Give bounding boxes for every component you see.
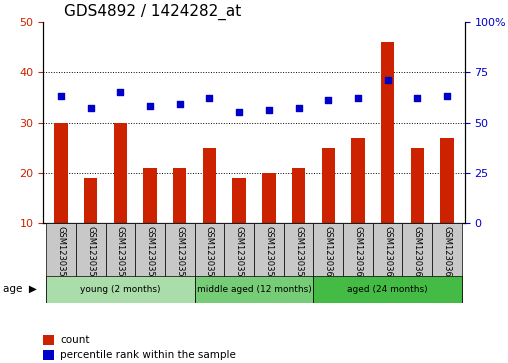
Bar xyxy=(440,138,454,223)
Text: GSM1230355: GSM1230355 xyxy=(175,227,184,282)
Text: GSM1230354: GSM1230354 xyxy=(146,227,154,282)
Text: GSM1230357: GSM1230357 xyxy=(235,227,244,282)
Bar xyxy=(254,223,283,303)
Text: GSM1230364: GSM1230364 xyxy=(442,227,452,282)
Text: aged (24 months): aged (24 months) xyxy=(347,285,428,294)
Bar xyxy=(106,223,135,303)
Text: GSM1230359: GSM1230359 xyxy=(294,227,303,282)
Bar xyxy=(165,223,195,303)
Bar xyxy=(135,223,165,303)
Text: GSM1230363: GSM1230363 xyxy=(413,227,422,283)
Bar xyxy=(54,122,68,223)
Bar xyxy=(381,42,394,223)
Bar xyxy=(195,223,225,303)
Text: young (2 months): young (2 months) xyxy=(80,285,161,294)
Bar xyxy=(143,168,157,223)
Text: GSM1230352: GSM1230352 xyxy=(86,227,95,282)
Point xyxy=(235,110,243,115)
Text: GSM1230351: GSM1230351 xyxy=(56,227,66,282)
Bar xyxy=(203,148,216,223)
Text: GSM1230353: GSM1230353 xyxy=(116,227,125,282)
Bar xyxy=(43,335,54,345)
Point xyxy=(176,102,184,107)
Point xyxy=(87,106,95,111)
Point xyxy=(146,103,154,109)
Bar xyxy=(43,350,54,360)
Bar xyxy=(233,178,246,223)
Text: middle aged (12 months): middle aged (12 months) xyxy=(197,285,311,294)
Point xyxy=(384,77,392,83)
Point xyxy=(295,106,303,111)
Bar xyxy=(322,148,335,223)
Bar xyxy=(84,178,98,223)
Text: count: count xyxy=(60,335,89,345)
Bar xyxy=(343,223,373,303)
Text: GSM1230361: GSM1230361 xyxy=(354,227,362,282)
Point xyxy=(443,93,451,99)
Text: GSM1230360: GSM1230360 xyxy=(324,227,333,282)
Bar xyxy=(351,138,365,223)
Point xyxy=(57,93,65,99)
Bar xyxy=(410,148,424,223)
Point xyxy=(116,89,124,95)
Bar xyxy=(225,223,254,303)
Point xyxy=(413,95,421,101)
Bar xyxy=(262,173,275,223)
Point xyxy=(265,107,273,113)
Bar xyxy=(46,276,195,303)
Text: GSM1230358: GSM1230358 xyxy=(264,227,273,282)
Bar xyxy=(114,122,127,223)
Bar xyxy=(46,223,76,303)
Point xyxy=(324,97,332,103)
Text: GSM1230362: GSM1230362 xyxy=(383,227,392,282)
Bar xyxy=(292,168,305,223)
Point xyxy=(354,95,362,101)
Bar xyxy=(173,168,186,223)
Bar xyxy=(402,223,432,303)
Bar xyxy=(283,223,313,303)
Text: GDS4892 / 1424282_at: GDS4892 / 1424282_at xyxy=(64,4,241,20)
Text: percentile rank within the sample: percentile rank within the sample xyxy=(60,350,236,360)
Bar xyxy=(76,223,106,303)
Text: age  ▶: age ▶ xyxy=(3,285,37,294)
Text: GSM1230356: GSM1230356 xyxy=(205,227,214,282)
Bar xyxy=(313,223,343,303)
Bar xyxy=(373,223,402,303)
Bar xyxy=(313,276,462,303)
Bar xyxy=(432,223,462,303)
Bar xyxy=(195,276,313,303)
Point xyxy=(205,95,213,101)
